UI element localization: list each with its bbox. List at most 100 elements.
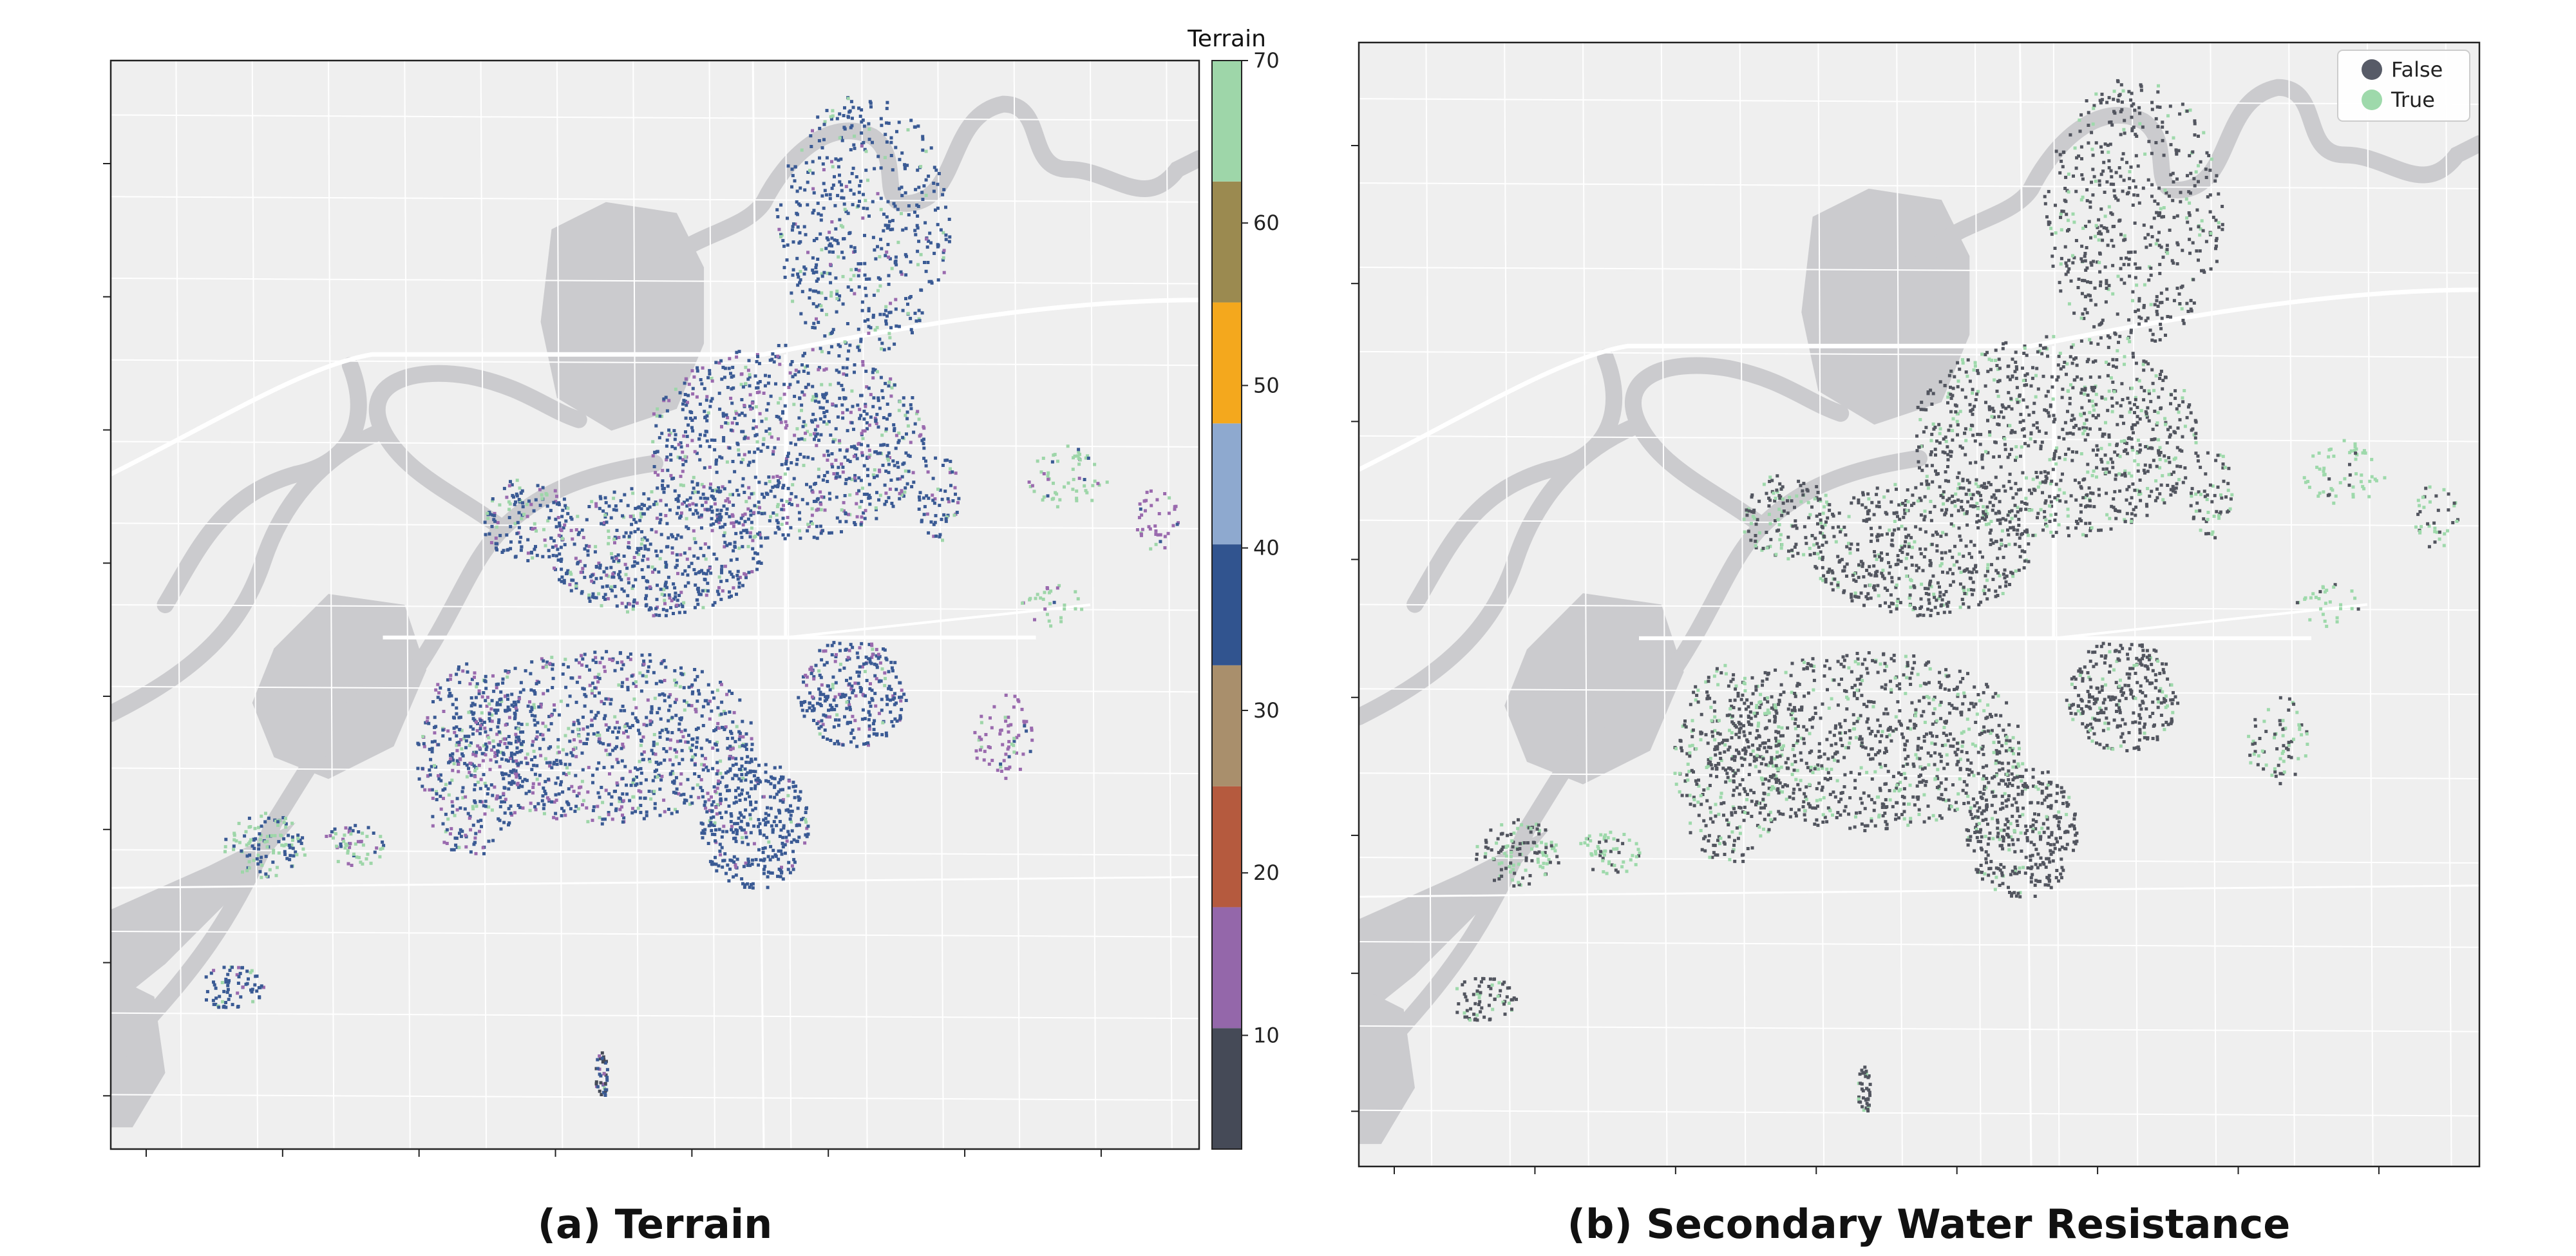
building-point [652,752,655,756]
building-point [633,560,637,564]
building-point [772,450,775,453]
building-point [2214,238,2218,242]
building-point [258,832,261,836]
building-point [642,750,646,754]
building-point [838,112,842,116]
building-point [941,193,945,196]
building-point [857,327,860,331]
building-point [506,698,509,701]
building-point [636,806,640,810]
building-point [549,722,553,726]
building-point [835,289,839,293]
building-point [841,411,845,415]
building-point [746,368,750,372]
building-point [841,274,845,278]
building-point [924,464,928,468]
building-point [791,375,795,379]
building-point [1008,765,1012,769]
building-point [483,520,487,524]
building-point [290,864,294,868]
building-point [2215,236,2219,240]
building-point [790,491,793,495]
building-point [2137,106,2141,109]
building-point [701,366,705,370]
building-point [574,774,578,777]
building-point [598,1054,601,1058]
building-point [938,535,942,538]
building-point [2186,174,2189,178]
building-point [744,743,748,747]
building-point [933,251,936,255]
building-point [822,206,826,210]
building-point [248,840,252,844]
building-point [796,283,800,287]
building-point [506,675,509,679]
building-point [932,535,936,538]
building-point [779,875,782,879]
building-point [715,772,719,775]
building-point [753,374,757,378]
building-point [715,748,719,752]
building-point [741,836,744,840]
building-point [811,385,815,388]
building-point [1159,533,1162,537]
building-point [665,458,668,462]
building-point [790,810,794,813]
building-point [719,518,723,522]
building-point [2155,299,2159,303]
building-point [632,564,636,567]
building-point [750,748,753,752]
building-point [748,531,752,535]
building-point [551,686,554,689]
building-point [936,243,940,247]
building-point [2100,92,2104,96]
building-point [576,727,580,731]
building-point [564,734,567,737]
building-point [675,604,679,607]
building-point [459,835,463,839]
building-point [594,1082,598,1086]
building-point [576,560,580,564]
building-point [658,436,661,440]
building-point [618,570,622,574]
building-point [933,520,937,524]
building-point [2113,331,2117,335]
building-point [714,855,717,859]
building-point [777,415,781,419]
building-point [822,495,826,499]
building-point [473,769,477,773]
building-point [878,661,882,665]
building-point [2099,336,2103,340]
building-point [598,1057,602,1061]
building-point [574,528,578,531]
building-point [842,372,846,376]
building-point [516,736,520,739]
building-point [473,788,477,792]
building-point [2145,245,2148,249]
building-point [290,821,294,825]
building-point [639,689,643,693]
building-point [1025,719,1028,723]
building-point [580,751,584,755]
building-point [776,875,779,879]
river [1406,348,1623,613]
building-point [580,590,584,594]
building-point [998,732,1002,736]
building-point [560,575,564,579]
building-point [816,258,820,261]
building-point [773,766,777,770]
building-point [744,576,748,580]
building-point [224,980,228,984]
building-point [2198,233,2202,237]
building-point [758,531,762,535]
building-point [647,757,651,761]
building-point [944,205,947,209]
building-point [565,766,569,770]
building-point [686,444,689,448]
building-point [607,792,611,795]
road [480,61,488,1149]
building-point [834,404,838,408]
building-point [445,828,449,832]
building-point [294,850,298,854]
building-point [821,736,825,739]
